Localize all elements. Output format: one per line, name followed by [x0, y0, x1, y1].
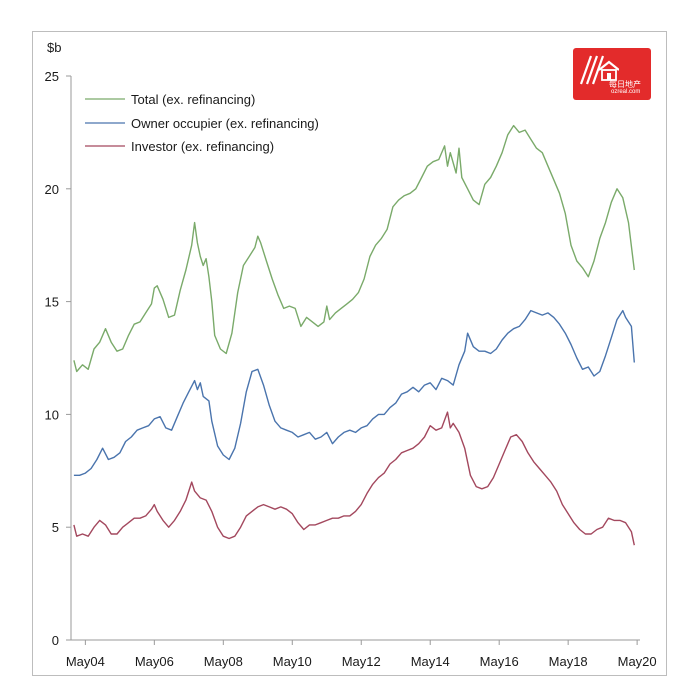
legend: Total (ex. refinancing) Owner occupier (… — [85, 92, 319, 154]
x-tick-label: May12 — [342, 654, 381, 669]
x-tick-label: May16 — [480, 654, 519, 669]
x-tick-label: May08 — [204, 654, 243, 669]
series-line-total — [73, 124, 635, 373]
chart-frame — [32, 31, 667, 676]
x-tick-label: May14 — [411, 654, 450, 669]
legend-label-owner: Owner occupier (ex. refinancing) — [131, 116, 319, 131]
house-icon — [579, 55, 619, 85]
logo-text-en: ozreal.com — [611, 89, 641, 95]
unit-label: $b — [47, 40, 61, 55]
x-tick-label: May10 — [273, 654, 312, 669]
logo-text-cn: 每日地产 — [609, 80, 641, 89]
y-tick-label: 10 — [45, 407, 59, 422]
legend-label-total: Total (ex. refinancing) — [131, 92, 255, 107]
y-tick-label: 0 — [52, 633, 59, 648]
x-tick-label: May04 — [66, 654, 105, 669]
y-tick-label: 5 — [52, 520, 59, 535]
y-tick-label: 20 — [45, 182, 59, 197]
x-tick-label: May18 — [549, 654, 588, 669]
x-tick-label: May20 — [618, 654, 657, 669]
series-lines — [73, 124, 635, 546]
series-line-owner-occupier — [73, 309, 635, 476]
y-tick-label: 25 — [45, 69, 59, 84]
x-tick-label: May06 — [135, 654, 174, 669]
series-line-investor — [73, 411, 635, 546]
y-tick-label: 15 — [45, 295, 59, 310]
x-ticks: May04 May06 May08 May10 May12 May14 May16 May18… — [66, 640, 657, 669]
legend-label-investor: Investor (ex. refinancing) — [131, 139, 274, 154]
brand-logo: 每日地产 ozreal.com — [573, 48, 651, 100]
y-ticks: 0 5 10 15 20 25 — [45, 69, 71, 648]
